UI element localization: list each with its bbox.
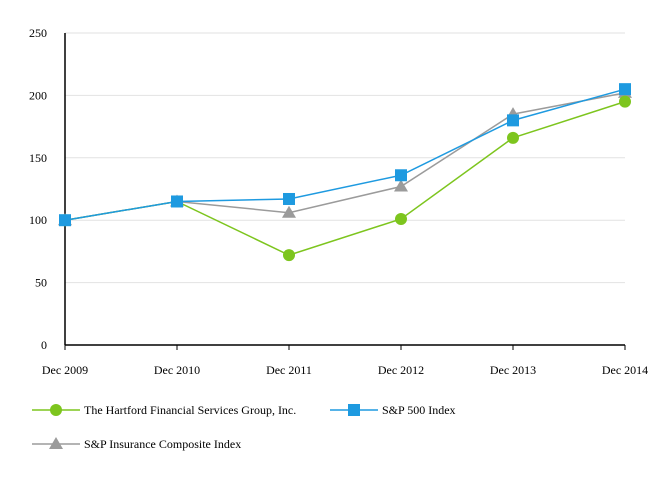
data-point: [395, 212, 407, 225]
data-point: [507, 114, 519, 127]
data-point: [59, 214, 71, 227]
x-tick-label: Dec 2010: [154, 363, 200, 377]
y-tick-label: 250: [29, 26, 47, 40]
axes: [64, 33, 625, 346]
y-axis-ticks: 0 50 100 150 200 250: [29, 26, 47, 352]
series-line: [64, 88, 626, 221]
x-tick-label: Dec 2012: [378, 363, 424, 377]
data-point: [394, 179, 408, 192]
x-tick-label: Dec 2009: [42, 363, 88, 377]
y-tick-label: 100: [29, 213, 47, 227]
data-point: [283, 192, 295, 205]
data-point: [283, 249, 295, 262]
data-point: [619, 83, 631, 96]
x-axis-ticks: Dec 2009 Dec 2010 Dec 2011 Dec 2012 Dec 2013…: [42, 345, 648, 377]
x-tick-label: Dec 2011: [266, 363, 312, 377]
series-lines: [58, 83, 632, 262]
series-line: [64, 100, 626, 256]
data-point: [395, 169, 407, 182]
y-tick-label: 150: [29, 151, 47, 165]
series-0: [59, 95, 631, 262]
series-2: [58, 85, 632, 226]
data-point: [507, 131, 519, 144]
x-tick-label: Dec 2014: [602, 363, 648, 377]
series-1: [59, 83, 631, 227]
data-point: [282, 205, 296, 218]
y-tick-label: 0: [41, 338, 47, 352]
data-point: [171, 195, 183, 208]
gridlines: [65, 32, 625, 284]
y-tick-label: 200: [29, 88, 47, 102]
x-tick-label: Dec 2013: [490, 363, 536, 377]
y-tick-label: 50: [35, 276, 47, 290]
data-point: [619, 95, 631, 108]
